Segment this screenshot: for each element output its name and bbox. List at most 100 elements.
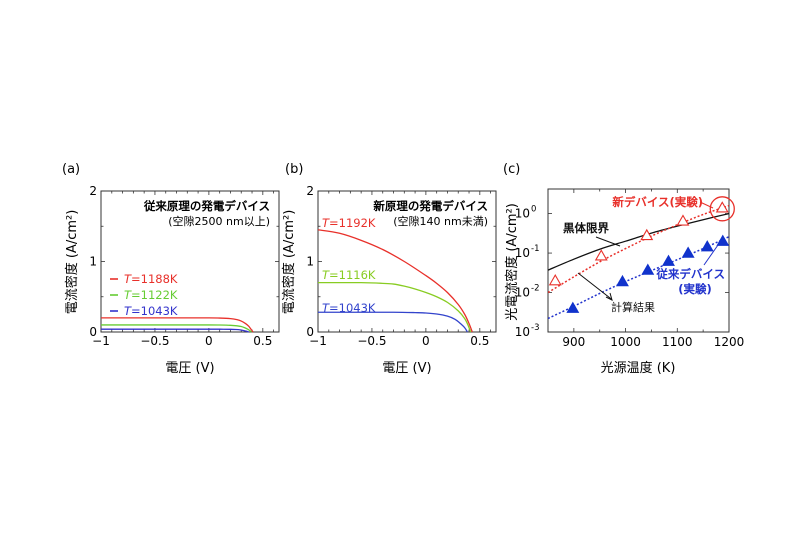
x-tick-label: −0.5 (140, 334, 169, 348)
annotation-new-device: 新デバイス(実験) (612, 195, 703, 209)
panel-a: (a) −1 −0.5 0 0.5 0 1 2 従来原理の発電デバイス (空隙2500 nm… (62, 162, 280, 376)
x-axis-label-a: 電圧 (V) (165, 361, 214, 376)
x-tick-label: 0 (205, 334, 213, 348)
series-line-1122 (100, 324, 252, 333)
y-tick-label: 0 (306, 325, 314, 339)
panel-label-a: (a) (62, 162, 80, 177)
conventional-device-point (566, 301, 580, 313)
conventional-device-point (616, 274, 629, 287)
panel-subtitle-b: (空隙140 nm未満) (393, 214, 488, 228)
panel-subtitle-a: (空隙2500 nm以上) (168, 214, 270, 228)
legend-label-var: T (124, 304, 132, 318)
annotation-conventional-device: 従来デバイス (655, 267, 725, 281)
annotation-experiment: (実験) (678, 282, 712, 296)
x-tick-label: 1100 (662, 335, 693, 349)
annotation-calculated-result: 計算結果 (611, 300, 655, 314)
y-tick-exponent: -2 (531, 284, 539, 294)
annotation-leader (699, 201, 714, 209)
new-device-point (594, 249, 608, 261)
axes-frame-c (547, 188, 730, 333)
x-axis-label-c: 光源温度 (K) (601, 360, 676, 376)
y-tick-label: 10 (515, 207, 530, 221)
highlight-circle (709, 196, 735, 222)
curve-label-value: =1116K (329, 268, 376, 282)
curve-label-value: =1192K (329, 216, 376, 230)
y-axis-label-b: 電流密度 (A/cm²) (281, 210, 297, 315)
curve-label-var: T (322, 268, 330, 282)
series-line-1043 (317, 311, 468, 333)
series-line-1116 (317, 281, 472, 333)
annotation-leader (605, 292, 613, 301)
conventional-device-point (716, 234, 730, 246)
y-axis-label-c: 光電流密度 (A/cm²) (504, 203, 520, 321)
y-tick-label: 2 (306, 184, 314, 198)
x-tick-label: 0 (422, 334, 430, 348)
curve-label: T=1043K (322, 301, 376, 315)
series-line-1192 (317, 229, 473, 333)
y-tick-label: 1 (89, 255, 97, 269)
y-tick-label: 2 (89, 184, 97, 198)
x-tick-label: −1 (92, 334, 110, 348)
y-axis-label-a: 電流密度 (A/cm²) (64, 210, 80, 315)
y-tick-label: 1 (306, 255, 314, 269)
annotation-leader (595, 236, 621, 247)
x-tick-label: 0.5 (253, 334, 272, 348)
x-tick-label: 0.5 (470, 334, 489, 348)
legend-label-value: =1188K (131, 272, 178, 286)
conventional-device-point (641, 263, 655, 275)
new-device-point (715, 201, 729, 213)
panel-title-a: 従来原理の発電デバイス (143, 199, 270, 213)
conventional-device-point (681, 246, 695, 258)
y-tick-label: 0 (89, 325, 97, 339)
legend-label-var: T (124, 272, 132, 286)
x-tick-label: −1 (309, 334, 327, 348)
panel-label-b: (b) (285, 162, 303, 177)
calculated-result-line (548, 204, 729, 294)
y-tick-exponent: 0 (531, 205, 536, 215)
series-line-1043 (101, 328, 249, 333)
x-tick-label: −0.5 (357, 334, 386, 348)
x-axis-label-b: 電圧 (V) (382, 361, 431, 376)
conventional-device-point (700, 240, 714, 252)
curve-label: T=1192K (322, 216, 376, 230)
new-device-point (640, 228, 654, 241)
panel-b: (b) −1 −0.5 0 0.5 0 1 2 新原理の発電デバイス (空隙140 nm未満… (281, 162, 497, 376)
ticks-a: −1 −0.5 0 0.5 0 1 2 (89, 184, 279, 348)
plot-area-a (100, 317, 254, 333)
y-tick-exponent: -1 (531, 244, 539, 254)
x-tick-label: 1200 (714, 335, 745, 349)
legend-label-var: T (124, 288, 132, 302)
blackbody-limit-line (548, 212, 729, 271)
panel-label-c: (c) (503, 162, 520, 177)
y-tick-label: 10 (515, 246, 530, 260)
curve-label: T=1116K (322, 268, 376, 282)
plot-area-c (548, 201, 730, 320)
new-device-point (548, 274, 562, 286)
legend-label-value: =1043K (131, 304, 178, 318)
legend-label: T=1122K (124, 288, 178, 302)
legend-label-value: =1122K (131, 288, 178, 302)
curve-label-value: =1043K (329, 301, 376, 315)
new-device-point (676, 214, 690, 226)
legend-label: T=1043K (124, 304, 178, 318)
legend-label: T=1188K (124, 272, 178, 286)
annotation-blackbody-limit: 黒体限界 (563, 221, 609, 235)
conventional-device-point (662, 254, 675, 266)
y-tick-label: 10 (515, 286, 530, 300)
curve-label-var: T (322, 216, 330, 230)
plot-area-b (317, 229, 473, 333)
x-tick-label: 900 (562, 335, 585, 349)
series-line-1188 (101, 317, 254, 333)
y-tick-label: 10 (515, 325, 530, 339)
panel-title-b: 新原理の発電デバイス (373, 199, 488, 213)
y-tick-exponent: -3 (531, 323, 539, 333)
curve-label-var: T (322, 301, 330, 315)
ticks-b: −1 −0.5 0 0.5 0 1 2 (306, 184, 496, 348)
x-tick-label: 1000 (610, 335, 641, 349)
